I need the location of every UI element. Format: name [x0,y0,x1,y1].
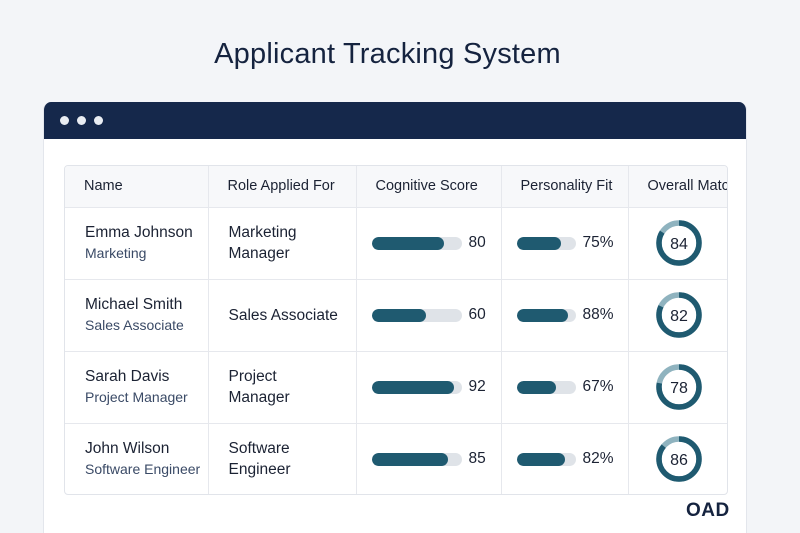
cognitive-score-value: 60 [468,306,486,323]
candidate-name[interactable]: Sarah Davis [85,368,170,385]
column-header-role[interactable]: Role Applied For [208,166,357,208]
personality-fit-bar [516,236,576,250]
personality-fit-bar [516,308,576,322]
personality-fit-cell: 67% [501,351,629,424]
cognitive-score-bar-fill [371,236,444,250]
cognitive-score-value: 92 [468,378,486,395]
overall-match-ring: 82 [655,292,702,338]
cognitive-score-bar [371,236,462,250]
candidate-cell: Michael Smith Sales Associate [65,279,209,352]
candidate-department: Project Manager [85,389,188,405]
candidate-name[interactable]: Michael Smith [85,296,183,313]
personality-fit-bar [516,380,576,394]
personality-fit-cell: 82% [501,423,629,494]
personality-fit-value: 67% [582,378,614,395]
overall-match-cell: 84 [628,207,727,280]
overall-match-cell: 78 [628,351,727,424]
personality-fit-value: 75% [582,234,614,251]
overall-match-value: 82 [670,308,688,325]
overall-match-ring: 86 [655,436,702,482]
cognitive-score-bar [371,308,462,322]
candidate-cell: Emma Johnson Marketing [65,207,209,280]
overall-match-value: 84 [670,236,688,253]
cognitive-score-bar [371,452,462,466]
applicant-table: Name Role Applied For Cognitive Score Pe… [65,166,727,494]
table-header-row: Name Role Applied For Cognitive Score Pe… [65,166,727,208]
candidate-name[interactable]: John Wilson [85,440,170,458]
cognitive-score-value: 80 [468,234,486,251]
table-row[interactable]: Emma Johnson Marketing Marketing Manager… [65,207,727,280]
candidate-department: Software Engineer [85,461,201,478]
role-cell: Sales Associate [208,279,357,352]
cognitive-score-cell: 60 [356,279,502,352]
cognitive-score-value: 85 [468,450,486,468]
candidate-cell: John Wilson Software Engineer [65,423,209,494]
page-title: Applicant Tracking System [214,38,561,70]
overall-match-ring: 78 [655,364,702,410]
window-titlebar [44,102,746,139]
window-dot-icon[interactable] [60,116,69,125]
role-applied: Sales Associate [228,306,338,324]
overall-match-cell: 86 [628,423,727,494]
cognitive-score-bar-fill [371,380,455,394]
cognitive-score-cell: 80 [356,207,502,280]
table-row[interactable]: Michael Smith Sales Associate Sales Asso… [65,279,727,352]
role-cell: Project Manager [208,351,357,424]
cognitive-score-bar-fill [371,452,448,466]
column-header-overall-match[interactable]: Overall Match [628,166,727,208]
column-header-cognitive-score[interactable]: Cognitive Score [356,166,502,208]
role-cell: Marketing Manager [208,207,357,280]
app-window: Name Role Applied For Cognitive Score Pe… [43,102,747,533]
column-header-personality-fit[interactable]: Personality Fit [501,166,629,208]
candidate-department: Marketing [85,245,147,261]
personality-fit-value: 88% [582,306,614,323]
role-applied: Marketing Manager [228,224,297,262]
personality-fit-cell: 88% [501,279,629,352]
personality-fit-bar-fill [516,308,569,322]
cognitive-score-bar [371,380,462,394]
personality-fit-value: 82% [582,450,614,468]
personality-fit-bar-fill [516,380,557,394]
column-header-name[interactable]: Name [65,166,209,208]
overall-match-ring: 84 [655,220,702,266]
personality-fit-bar [516,452,576,466]
cognitive-score-bar-fill [371,308,426,322]
personality-fit-bar-fill [516,236,561,250]
overall-match-value: 78 [670,380,688,397]
personality-fit-cell: 75% [501,207,629,280]
candidate-cell: Sarah Davis Project Manager [65,351,209,424]
window-dot-icon[interactable] [77,116,86,125]
role-applied: Software Engineer [228,440,291,479]
role-applied: Project Manager [228,368,290,406]
candidate-department: Sales Associate [85,317,184,333]
overall-match-value: 86 [670,452,688,469]
personality-fit-bar-fill [516,452,565,466]
brand-logo: OAD [686,500,730,521]
role-cell: Software Engineer [208,423,357,494]
cognitive-score-cell: 85 [356,423,502,494]
table-row[interactable]: John Wilson Software Engineer Software E… [65,423,727,494]
cognitive-score-cell: 92 [356,351,502,424]
table-row[interactable]: Sarah Davis Project Manager Project Mana… [65,351,727,424]
overall-match-cell: 82 [628,279,727,352]
window-dot-icon[interactable] [94,116,103,125]
applicant-table-container: Name Role Applied For Cognitive Score Pe… [64,165,728,495]
candidate-name[interactable]: Emma Johnson [85,224,193,241]
